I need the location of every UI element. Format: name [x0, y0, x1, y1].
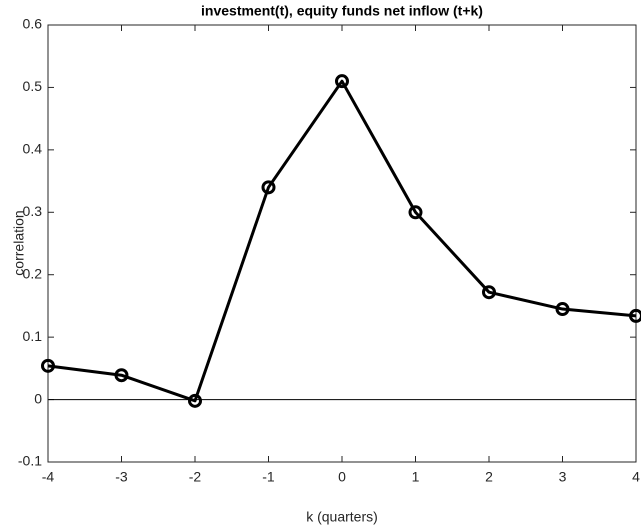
marker	[188, 393, 202, 408]
x-tick-label: 1	[412, 469, 420, 485]
y-tick-label: 0.2	[23, 265, 43, 281]
marker	[555, 302, 570, 317]
y-tick-label: 0	[34, 390, 42, 406]
y-tick-label: 0.5	[23, 78, 43, 94]
x-tick-label: -3	[115, 469, 128, 485]
chart-title: investment(t), equity funds net inflow (…	[201, 3, 483, 19]
marker	[408, 205, 423, 220]
marker	[114, 368, 129, 383]
x-tick-label: -2	[189, 469, 202, 485]
y-tick-label: 0.1	[23, 328, 43, 344]
line	[47, 79, 637, 403]
y-tick-label: 0.6	[23, 16, 43, 32]
y-tick-label: 0.4	[23, 141, 43, 157]
x-tick-label: -4	[42, 469, 55, 485]
marker	[335, 74, 349, 89]
x-tick-label: 0	[338, 469, 346, 485]
x-tick-label: 3	[559, 469, 567, 485]
axes-box	[47, 24, 637, 463]
marker	[41, 358, 55, 373]
marker	[629, 308, 641, 323]
y-axis-label: correlation	[11, 210, 27, 275]
marker	[261, 180, 276, 195]
x-tick-label: 4	[632, 469, 640, 485]
x-tick-label: -1	[262, 469, 275, 485]
y-tick-label: -0.1	[18, 453, 42, 469]
x-axis-label: k (quarters)	[306, 509, 378, 525]
y-tick-label: 0.3	[23, 203, 43, 219]
x-tick-label: 2	[485, 469, 493, 485]
marker	[482, 285, 496, 300]
